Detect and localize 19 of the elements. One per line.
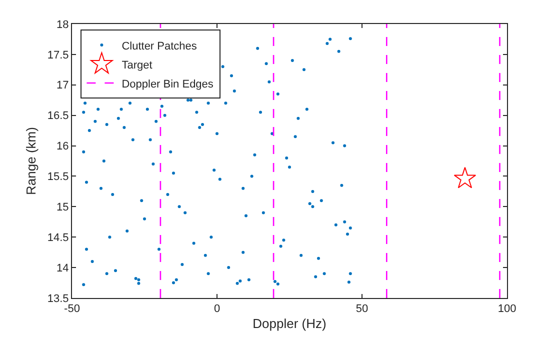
y-tick-label: 17.5 <box>47 49 69 62</box>
y-tick-label: 15.5 <box>47 171 69 184</box>
legend-label: Clutter Patches <box>122 40 198 52</box>
y-tick-label: 14 <box>56 262 69 274</box>
x-tick-label: 50 <box>356 303 368 316</box>
x-tick-label: -50 <box>64 303 80 316</box>
y-tick-label: 16.5 <box>47 110 69 122</box>
x-tick-label: 0 <box>214 303 220 316</box>
legend-label: Doppler Bin Edges <box>122 78 214 90</box>
legend-label: Target <box>122 59 152 72</box>
y-tick-label: 14.5 <box>47 232 69 244</box>
y-tick-label: 17 <box>56 80 69 92</box>
y-tick-label: 15 <box>56 202 69 214</box>
y-tick-label: 13.5 <box>47 292 69 305</box>
x-tick-label: 100 <box>498 303 516 316</box>
x-axis-title: Doppler (Hz) <box>252 316 326 331</box>
y-tick-label: 18 <box>56 18 69 31</box>
y-axis-title: Range (km) <box>23 127 38 195</box>
y-tick-label: 16 <box>56 140 69 153</box>
